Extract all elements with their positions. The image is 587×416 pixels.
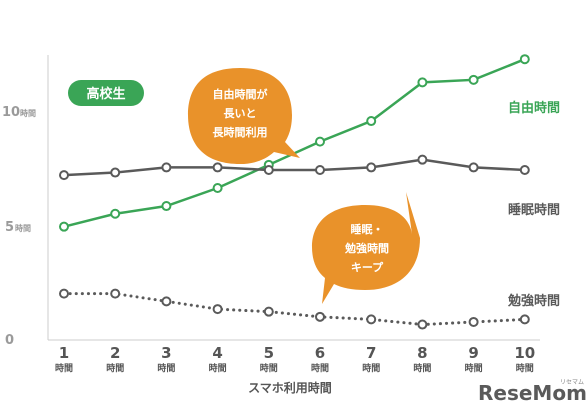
data-point (110, 167, 121, 178)
annotation-line: 睡眠・ (351, 222, 384, 236)
x-tick-unit: 時間 (311, 362, 329, 374)
annotation-line: 自由時間が (213, 87, 268, 101)
x-tick-unit: 時間 (516, 362, 534, 374)
annotation-line: 長いと (224, 107, 257, 120)
logo-text: ReseMom (478, 381, 587, 405)
data-point (366, 162, 377, 173)
data-point (468, 316, 479, 327)
data-point (110, 288, 121, 299)
x-tick-3: 3時間 (157, 344, 175, 374)
annotation-sleep-study: 睡眠・ 勉強時間 キープ (312, 192, 420, 304)
x-tick-label: 4 (212, 344, 222, 362)
data-point (212, 183, 223, 194)
x-tick-label: 8 (417, 344, 427, 362)
x-tick-label: 10 (514, 344, 535, 362)
y-tick-unit: 時間 (15, 223, 31, 233)
data-point (59, 170, 69, 181)
annotation-line: 長時間利用 (213, 125, 268, 139)
data-point (263, 306, 274, 317)
data-point (366, 116, 377, 127)
resemom-logo: ReseMom リセマム (478, 379, 587, 405)
x-tick-unit: 時間 (209, 362, 227, 374)
x-tick-5: 5時間 (260, 344, 278, 374)
x-tick-2: 2時間 (106, 344, 124, 374)
data-point (519, 314, 530, 325)
y-tick-0: 0 (5, 333, 14, 348)
annotation-bubble-shape (188, 68, 300, 164)
x-tick-label: 9 (468, 344, 478, 362)
x-tick-unit: 時間 (260, 362, 278, 374)
annotation-line: 勉強時間 (344, 241, 389, 255)
series-line (62, 292, 527, 327)
x-tick-label: 3 (161, 344, 171, 362)
y-tick-10: 10 時間 (2, 105, 36, 120)
x-tick-8: 8時間 (413, 344, 431, 374)
y-tick-unit: 時間 (20, 108, 36, 118)
x-tick-label: 2 (110, 344, 120, 362)
data-point (417, 154, 428, 165)
y-tick-label: 10 (2, 105, 20, 120)
category-badge: 高校生 (68, 80, 144, 106)
x-tick-4: 4時間 (209, 344, 227, 374)
x-axis-label: スマホ利用時間 (248, 380, 332, 395)
data-point (161, 296, 172, 307)
x-tick-1: 1時間 (55, 344, 73, 374)
x-tick-6: 6時間 (311, 344, 329, 374)
x-tick-unit: 時間 (413, 362, 431, 374)
data-point (110, 208, 121, 219)
annotation-line: キープ (351, 260, 384, 274)
y-tick-5: 5 時間 (5, 220, 31, 235)
logo-subtext: リセマム (560, 379, 584, 386)
data-point (519, 54, 530, 65)
series-label-study-time: 勉強時間 (507, 293, 560, 309)
badge-background (68, 80, 144, 106)
data-point (315, 136, 325, 147)
x-tick-label: 1 (59, 344, 69, 362)
series-2 (59, 288, 530, 330)
x-tick-unit: 時間 (55, 362, 73, 374)
data-point (315, 164, 325, 175)
data-point (59, 221, 69, 232)
y-tick-label: 0 (5, 333, 14, 348)
annotation-bubble-shape (312, 192, 420, 304)
data-point (366, 314, 377, 325)
x-tick-7: 7時間 (362, 344, 380, 374)
series-1 (59, 154, 530, 181)
annotation-free-time: 自由時間が 長いと 長時間利用 (188, 68, 300, 164)
series-label-sleep-time: 睡眠時間 (508, 202, 560, 218)
data-point (59, 288, 69, 299)
x-tick-unit: 時間 (465, 362, 483, 374)
data-point (212, 162, 223, 173)
badge-label: 高校生 (86, 86, 125, 102)
data-point (161, 162, 172, 173)
x-tick-label: 7 (366, 344, 376, 362)
x-tick-9: 9時間 (465, 344, 483, 374)
data-point (468, 162, 479, 173)
data-point (263, 164, 274, 175)
data-point (315, 311, 325, 322)
data-point (161, 201, 172, 212)
x-tick-unit: 時間 (106, 362, 124, 374)
x-tick-label: 5 (264, 344, 274, 362)
data-point (468, 74, 479, 85)
data-point (212, 304, 223, 315)
series-label-free-time: 自由時間 (508, 100, 560, 116)
series-line (63, 158, 525, 177)
x-tick-label: 6 (315, 344, 325, 362)
data-point (417, 77, 428, 88)
y-tick-label: 5 (5, 220, 14, 235)
x-tick-unit: 時間 (362, 362, 380, 374)
data-point (519, 164, 530, 175)
x-tick-unit: 時間 (157, 362, 175, 374)
data-point (417, 319, 428, 330)
